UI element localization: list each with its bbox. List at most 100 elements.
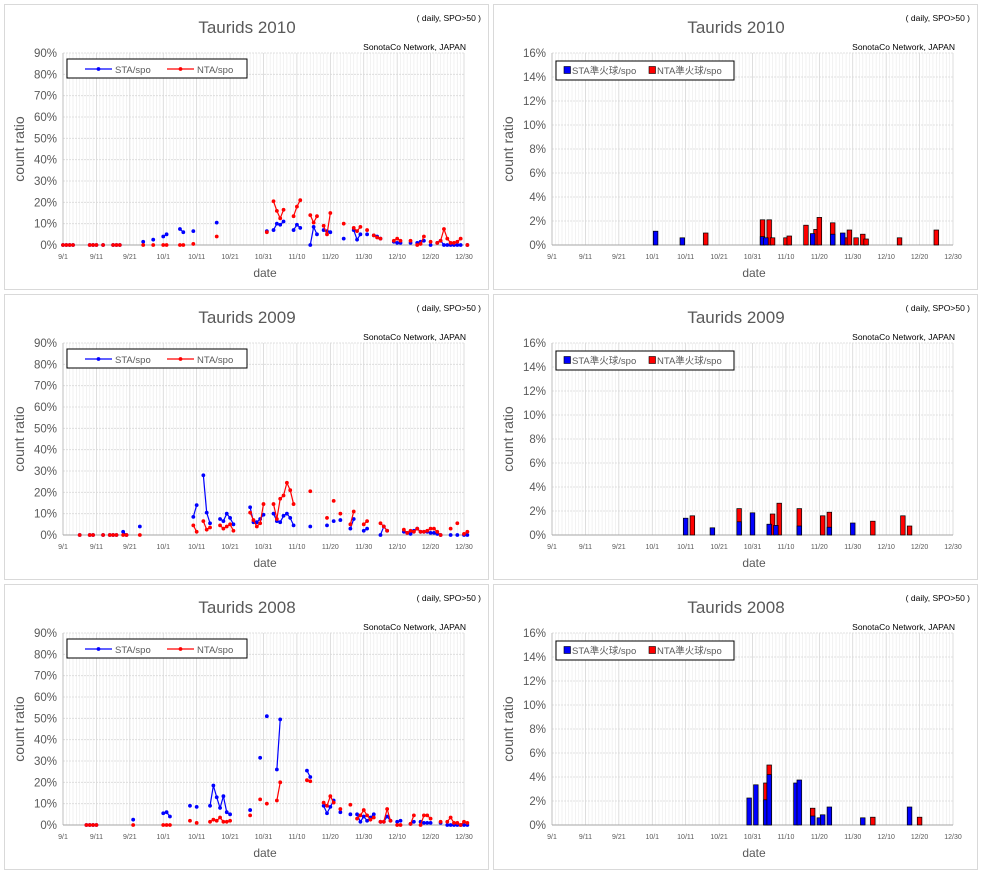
x-tick-label: 11/30 xyxy=(355,254,372,261)
x-tick-label: 11/10 xyxy=(288,834,305,841)
data-point xyxy=(315,214,319,219)
data-point xyxy=(365,519,369,524)
x-tick-label: 11/30 xyxy=(844,544,861,551)
y-tick-label: 0% xyxy=(529,530,546,542)
y-tick-label: 40% xyxy=(34,445,57,457)
data-point xyxy=(351,517,356,521)
bar xyxy=(709,527,716,536)
data-point xyxy=(321,223,326,228)
x-tick-label: 10/11 xyxy=(677,544,694,551)
data-point xyxy=(331,800,336,805)
data-point xyxy=(355,816,359,821)
data-point xyxy=(214,795,219,800)
data-point xyxy=(161,234,166,239)
x-tick-label: 10/11 xyxy=(188,834,205,841)
data-point xyxy=(325,516,329,520)
data-point xyxy=(438,819,443,824)
series-staspo xyxy=(652,230,846,246)
bar xyxy=(816,217,822,246)
data-point xyxy=(278,496,283,501)
data-point xyxy=(264,230,269,235)
x-tick-label: 12/30 xyxy=(455,544,473,551)
bar xyxy=(840,232,846,246)
data-point xyxy=(305,778,309,783)
series-line-segment xyxy=(259,503,265,524)
gridlines xyxy=(551,342,954,536)
bar xyxy=(933,229,939,246)
legend xyxy=(555,350,735,371)
series-ntaspo xyxy=(703,217,939,246)
data-point xyxy=(328,211,333,215)
data-point xyxy=(291,502,296,506)
data-point xyxy=(231,522,236,527)
x-tick-label: 10/31 xyxy=(255,254,273,261)
chart-title: Taurids 2009 xyxy=(198,308,295,327)
x-tick-label: 11/20 xyxy=(322,834,339,841)
data-point xyxy=(254,524,259,529)
x-tick-label: 11/30 xyxy=(844,834,861,841)
bar xyxy=(863,238,869,246)
data-point xyxy=(408,238,413,243)
data-point xyxy=(398,238,403,243)
bar xyxy=(820,814,826,826)
data-point xyxy=(361,814,366,819)
data-point xyxy=(355,237,359,242)
data-point xyxy=(338,807,343,811)
x-tick-label: 12/10 xyxy=(877,254,895,261)
data-point xyxy=(274,221,279,226)
data-point xyxy=(445,819,450,824)
data-point xyxy=(224,819,229,824)
legend-swatch xyxy=(648,66,656,74)
data-point xyxy=(328,794,333,799)
series-line-segment xyxy=(272,503,278,520)
data-point xyxy=(214,818,219,823)
data-point xyxy=(408,822,413,826)
data-point xyxy=(114,533,119,537)
y-tick-label: 6% xyxy=(529,458,546,470)
y-tick-label: 16% xyxy=(523,628,546,640)
data-point xyxy=(452,820,456,825)
data-point xyxy=(188,818,192,823)
legend-label: STA準火球/spo xyxy=(572,645,636,657)
data-point xyxy=(221,519,226,524)
x-tick-label: 10/1 xyxy=(156,254,170,261)
data-point xyxy=(351,509,356,514)
data-point xyxy=(288,488,293,493)
x-tick-label: 10/21 xyxy=(710,254,728,261)
y-tick-label: 12% xyxy=(523,96,546,108)
data-point xyxy=(191,242,196,246)
legend-label: NTA/spo xyxy=(197,65,233,76)
data-point xyxy=(194,804,199,809)
data-point xyxy=(278,216,283,221)
data-point xyxy=(208,819,212,824)
x-tick-label: 9/11 xyxy=(579,254,592,261)
data-point xyxy=(228,818,232,823)
data-point xyxy=(411,529,416,534)
data-point xyxy=(458,236,463,241)
bar xyxy=(820,515,826,536)
data-point xyxy=(445,236,450,241)
data-point xyxy=(375,235,380,240)
data-point xyxy=(448,823,453,827)
data-point xyxy=(214,220,219,225)
data-point xyxy=(365,818,369,823)
data-point xyxy=(274,208,279,213)
data-point xyxy=(131,823,136,827)
data-point xyxy=(348,526,353,531)
y-tick-label: 16% xyxy=(523,338,546,350)
data-point xyxy=(218,806,222,810)
data-point xyxy=(64,243,69,247)
bar xyxy=(776,502,782,536)
data-point xyxy=(161,823,166,827)
data-point xyxy=(201,473,206,478)
x-tick-label: 12/30 xyxy=(455,254,473,261)
data-point xyxy=(418,823,423,827)
data-point xyxy=(355,812,359,817)
data-point xyxy=(291,214,296,219)
data-point xyxy=(331,498,336,503)
y-tick-label: 30% xyxy=(34,176,57,188)
data-point xyxy=(455,243,460,247)
bar xyxy=(826,806,833,826)
chart-svg: 0% 2% 4% 6% 8% 10% 12% 14% 16% 9/1 9/11 9/21 10/1 10/… xyxy=(500,593,970,860)
data-point xyxy=(315,232,319,237)
